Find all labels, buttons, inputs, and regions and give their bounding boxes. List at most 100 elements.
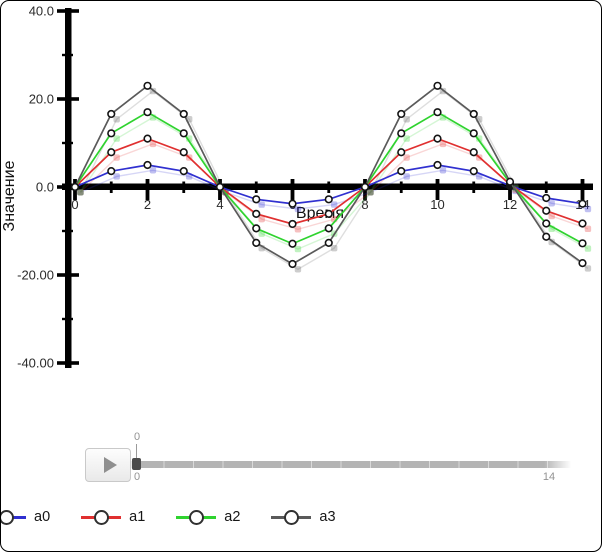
trail-marker-a3 bbox=[330, 244, 338, 252]
series-marker-a3 bbox=[505, 177, 515, 186]
y-major-tick bbox=[57, 361, 79, 365]
series-marker-a2 bbox=[324, 224, 333, 233]
x-minor-tick bbox=[544, 181, 548, 193]
series-marker-a3 bbox=[324, 238, 333, 247]
series-marker-a3 bbox=[215, 182, 225, 192]
series-marker-a1 bbox=[252, 209, 261, 218]
trail-marker-a0 bbox=[403, 173, 410, 180]
legend-label-a3: a3 bbox=[319, 509, 336, 525]
series-marker-a2 bbox=[179, 129, 188, 138]
series-marker-a1 bbox=[324, 209, 333, 218]
series-marker-a1 bbox=[542, 206, 551, 215]
x-major-tick bbox=[435, 179, 440, 200]
legend-swatch-a0 bbox=[0, 509, 26, 525]
y-minor-tick bbox=[62, 141, 73, 145]
y-tick-label: -20.00 bbox=[17, 268, 54, 283]
x-minor-tick bbox=[254, 181, 258, 193]
legend-circle-marker-icon bbox=[94, 509, 110, 525]
series-marker-a3 bbox=[469, 109, 478, 119]
slider-thumb[interactable] bbox=[132, 458, 141, 470]
y-major-tick bbox=[57, 9, 79, 13]
trail-marker-a2 bbox=[403, 135, 410, 142]
series-marker-a2 bbox=[107, 129, 116, 138]
series-marker-a0 bbox=[578, 199, 587, 208]
trail-marker-a3 bbox=[367, 189, 374, 196]
trail-line-a0 bbox=[80, 169, 589, 210]
slider-value-label: 0 bbox=[133, 431, 141, 443]
series-marker-a3 bbox=[542, 232, 551, 241]
series-marker-a0 bbox=[143, 160, 152, 170]
series-marker-a3 bbox=[578, 259, 587, 268]
y-major-tick bbox=[57, 185, 79, 189]
trail-marker-a1 bbox=[403, 154, 410, 161]
x-minor-tick bbox=[399, 181, 403, 193]
series-marker-a3 bbox=[143, 81, 152, 90]
series-marker-a3 bbox=[179, 109, 188, 119]
trail-marker-a0 bbox=[584, 205, 592, 213]
x-tick-label: 0 bbox=[71, 197, 78, 212]
trail-marker-a1 bbox=[77, 189, 84, 196]
trail-marker-a1 bbox=[258, 215, 265, 223]
trail-marker-a2 bbox=[367, 189, 374, 196]
series-marker-a1 bbox=[107, 148, 116, 157]
series-marker-a2 bbox=[252, 224, 261, 233]
y-tick-label: -40.00 bbox=[17, 356, 54, 371]
x-axis-title: Время bbox=[296, 205, 344, 222]
play-button[interactable] bbox=[85, 448, 131, 482]
legend-label-a2: a2 bbox=[224, 509, 241, 525]
legend-item-a3: a3 bbox=[271, 509, 336, 525]
trail-marker-a0 bbox=[77, 189, 84, 196]
x-tick-label: 4 bbox=[216, 197, 223, 212]
slider-min-label: 0 bbox=[133, 471, 141, 483]
series-marker-a0 bbox=[542, 193, 551, 203]
y-minor-tick bbox=[62, 229, 73, 233]
trail-marker-a0 bbox=[439, 167, 447, 174]
trail-marker-a3 bbox=[294, 266, 302, 273]
series-marker-a2 bbox=[288, 239, 297, 248]
y-axis-title: Значение bbox=[1, 160, 18, 231]
trail-marker-a1 bbox=[548, 212, 555, 220]
series-marker-a2 bbox=[542, 219, 551, 228]
trail-marker-a0 bbox=[149, 167, 157, 174]
y-tick-label: 40.0 bbox=[29, 4, 54, 19]
series-marker-a2 bbox=[143, 108, 152, 117]
y-minor-tick bbox=[62, 317, 73, 321]
series-marker-a3 bbox=[70, 182, 80, 192]
trail-marker-a2 bbox=[77, 189, 84, 196]
trail-marker-a2 bbox=[475, 135, 483, 142]
legend-swatch-a1 bbox=[81, 509, 122, 525]
series-marker-a3 bbox=[360, 182, 370, 192]
trail-marker-a1 bbox=[294, 226, 302, 233]
trail-marker-a3 bbox=[113, 116, 120, 123]
trail-marker-a3 bbox=[403, 116, 410, 123]
slider-track[interactable] bbox=[135, 461, 578, 468]
trail-marker-a1 bbox=[584, 225, 592, 232]
series-marker-a3 bbox=[288, 259, 297, 269]
series-marker-a0 bbox=[288, 199, 297, 208]
trail-marker-a2 bbox=[584, 245, 592, 252]
series-marker-a1 bbox=[433, 134, 442, 143]
legend-item-a0: a0 bbox=[0, 509, 50, 525]
y-tick-label: 20.0 bbox=[29, 92, 54, 107]
y-major-tick bbox=[57, 97, 79, 101]
legend-item-a1: a1 bbox=[81, 509, 145, 525]
series-marker-a1 bbox=[143, 134, 152, 143]
series-marker-a0 bbox=[252, 195, 261, 204]
series-marker-a0 bbox=[324, 195, 333, 204]
series-marker-a3 bbox=[107, 109, 116, 119]
slider-thumb-stem bbox=[136, 444, 138, 459]
x-minor-tick bbox=[182, 181, 186, 193]
x-tick-label: 10 bbox=[430, 197, 444, 212]
trail-marker-a3 bbox=[77, 189, 84, 196]
line-chart: Время Значение 40.0 20.0 0.0 -20.00 -40.00 0 2… bbox=[1, 4, 593, 371]
series-marker-a2 bbox=[433, 108, 442, 117]
trail-marker-a3 bbox=[584, 265, 592, 272]
series-marker-a0 bbox=[107, 167, 116, 176]
trail-marker-a0 bbox=[330, 201, 338, 208]
legend-circle-marker-icon bbox=[0, 509, 14, 525]
x-minor-tick bbox=[327, 181, 331, 193]
legend-swatch-a2 bbox=[176, 509, 217, 525]
trail-marker-a1 bbox=[439, 140, 447, 148]
chart-legend: a0 a1 a2 a3 bbox=[0, 509, 336, 525]
